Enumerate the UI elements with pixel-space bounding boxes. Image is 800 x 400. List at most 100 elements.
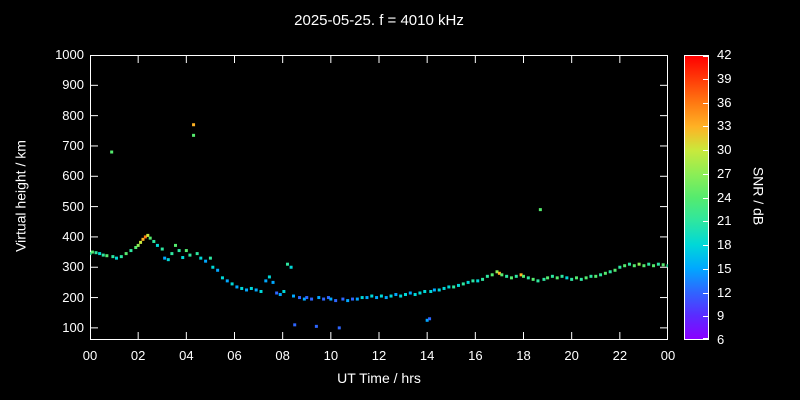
data-point bbox=[429, 289, 433, 293]
data-point bbox=[305, 296, 309, 300]
x-tick-label: 20 bbox=[564, 348, 579, 363]
colorbar-tick-label: 39 bbox=[717, 70, 732, 86]
data-point bbox=[216, 268, 220, 272]
data-point bbox=[481, 277, 485, 281]
data-point bbox=[170, 252, 174, 256]
data-point bbox=[603, 271, 607, 275]
colorbar-tick-label: 24 bbox=[717, 189, 732, 205]
x-tick-label: 06 bbox=[227, 348, 242, 363]
data-point bbox=[337, 326, 341, 330]
data-point bbox=[555, 276, 559, 280]
data-point bbox=[608, 270, 612, 274]
colorbar-tick-label: 15 bbox=[717, 260, 732, 276]
data-point bbox=[495, 270, 499, 274]
data-point bbox=[267, 275, 271, 279]
colorbar-tick-label: 33 bbox=[717, 118, 732, 134]
data-point bbox=[208, 256, 212, 260]
data-point bbox=[360, 296, 364, 300]
data-point bbox=[155, 243, 159, 247]
data-point bbox=[456, 283, 460, 287]
data-point bbox=[461, 282, 465, 286]
data-point bbox=[497, 271, 501, 275]
data-point bbox=[259, 289, 263, 293]
y-tick-label: 800 bbox=[62, 107, 84, 123]
data-point bbox=[418, 291, 422, 295]
x-tick-label: 10 bbox=[323, 348, 339, 363]
data-point bbox=[136, 243, 140, 247]
data-point bbox=[129, 249, 133, 253]
data-point bbox=[249, 286, 253, 290]
data-point bbox=[652, 264, 656, 268]
x-tick-label: 02 bbox=[130, 348, 146, 363]
data-point bbox=[139, 240, 143, 244]
data-point bbox=[314, 324, 318, 328]
colorbar-tick-mark bbox=[703, 338, 708, 339]
data-point bbox=[661, 263, 665, 267]
data-point bbox=[375, 296, 379, 300]
data-point bbox=[230, 282, 234, 286]
data-point bbox=[173, 243, 177, 247]
data-point bbox=[526, 276, 530, 280]
data-point bbox=[452, 285, 456, 289]
data-point bbox=[656, 262, 660, 266]
data-point bbox=[637, 262, 641, 266]
data-point bbox=[160, 247, 164, 251]
y-tick-label: 400 bbox=[62, 228, 84, 244]
data-point bbox=[264, 279, 268, 283]
x-axis-label: UT Time / hrs bbox=[337, 370, 421, 386]
colorbar-tick-label: 9 bbox=[717, 308, 725, 324]
data-point bbox=[579, 277, 583, 281]
data-point bbox=[278, 293, 282, 297]
colorbar-tick-mark bbox=[703, 316, 708, 318]
data-point bbox=[632, 264, 636, 268]
colorbar-tick-label: 6 bbox=[717, 332, 725, 347]
data-point bbox=[235, 285, 239, 289]
data-point bbox=[536, 279, 540, 283]
y-tick-label: 500 bbox=[62, 198, 84, 214]
data-point bbox=[90, 250, 94, 254]
data-point bbox=[110, 150, 114, 154]
data-point bbox=[211, 265, 215, 269]
data-point bbox=[574, 276, 578, 280]
y-tick-label: 100 bbox=[62, 319, 84, 335]
data-point bbox=[188, 253, 192, 257]
data-point bbox=[531, 277, 535, 281]
data-point bbox=[141, 237, 145, 241]
data-point bbox=[326, 296, 330, 300]
colorbar-tick-mark bbox=[703, 245, 708, 246]
data-point bbox=[105, 254, 109, 258]
data-point bbox=[310, 297, 314, 301]
colorbar-tick-label: 30 bbox=[717, 142, 732, 157]
data-point bbox=[163, 256, 167, 260]
colorbar-label: SNR / dB bbox=[750, 166, 767, 226]
data-point bbox=[546, 276, 550, 280]
data-point bbox=[346, 299, 350, 303]
colorbar-tick-label: 27 bbox=[717, 165, 732, 181]
data-point bbox=[365, 296, 369, 300]
data-point bbox=[490, 273, 494, 277]
colorbar-tick-mark bbox=[703, 221, 708, 223]
data-point bbox=[565, 276, 569, 280]
data-point bbox=[322, 297, 326, 301]
data-point bbox=[90, 252, 92, 256]
data-point bbox=[94, 251, 98, 255]
data-point bbox=[143, 235, 147, 239]
data-point bbox=[560, 274, 564, 278]
data-point bbox=[509, 276, 513, 280]
data-point bbox=[254, 288, 258, 292]
y-tick-label: 1000 bbox=[55, 47, 84, 62]
x-tick-label: 14 bbox=[419, 348, 435, 363]
colorbar-tick-mark bbox=[703, 56, 708, 57]
y-tick-label: 600 bbox=[62, 168, 84, 184]
data-point bbox=[423, 289, 427, 293]
data-point bbox=[134, 246, 138, 250]
data-point bbox=[627, 262, 631, 266]
data-point bbox=[471, 279, 475, 283]
data-point bbox=[618, 265, 622, 269]
data-point bbox=[425, 318, 429, 322]
x-tick-label: 12 bbox=[371, 348, 387, 363]
data-point bbox=[111, 255, 115, 259]
data-point bbox=[413, 293, 417, 297]
data-point bbox=[184, 249, 188, 253]
